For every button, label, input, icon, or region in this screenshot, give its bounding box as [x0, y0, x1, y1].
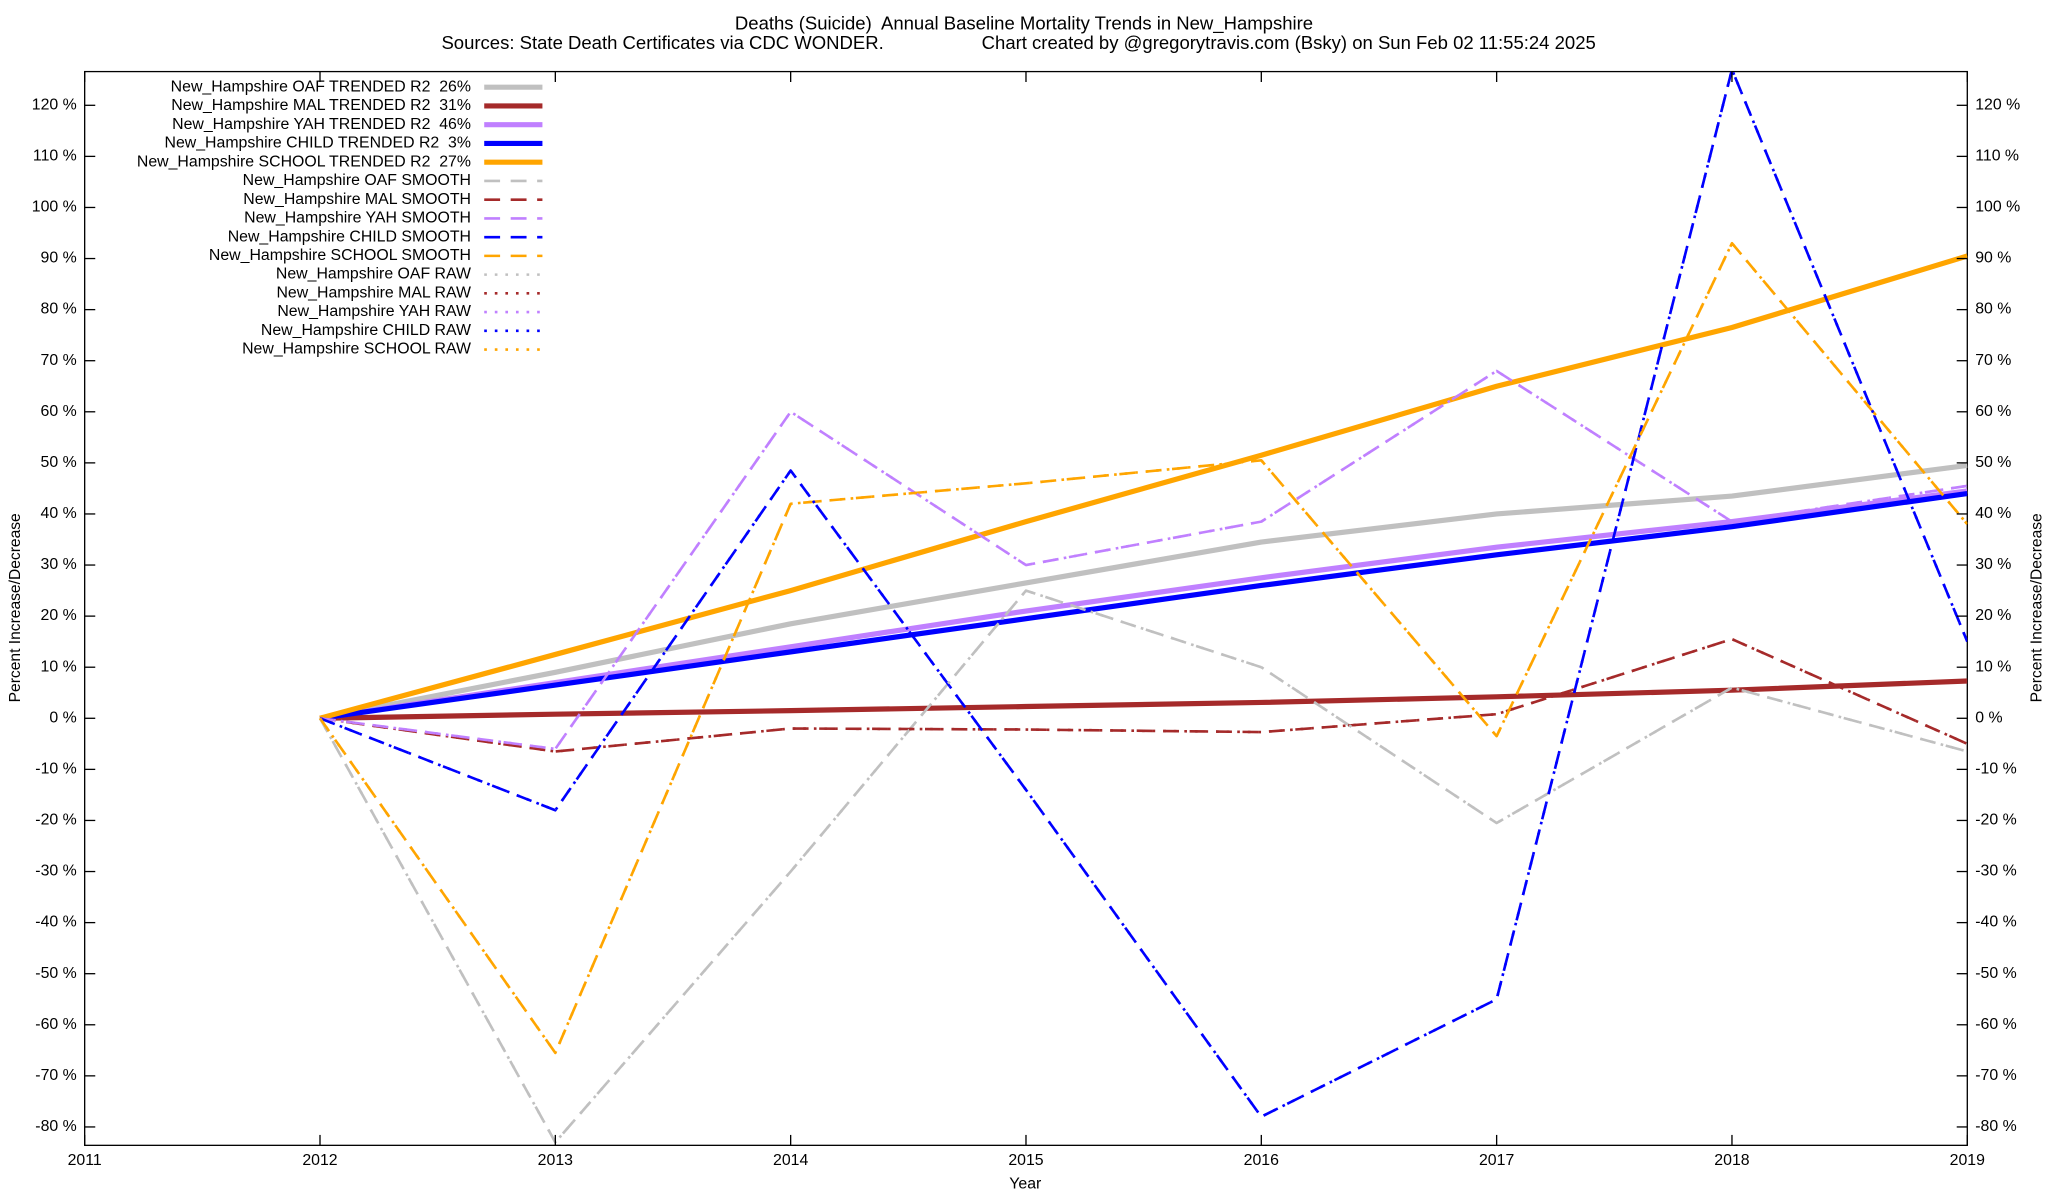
y-tick-label: 90 %	[41, 250, 77, 267]
series-line	[318, 589, 1968, 1144]
y-tick-label: -60 %	[35, 1016, 76, 1033]
y2-tick-label: -60 %	[1975, 1016, 2016, 1033]
y2-tick-label: 0 %	[1975, 710, 2002, 727]
y2-tick-label: 30 %	[1975, 556, 2011, 573]
y-tick-label: 50 %	[41, 454, 77, 471]
y-tick-label: 0 %	[49, 710, 76, 727]
y2-tick-label: -50 %	[1975, 965, 2016, 982]
legend-label: New_Hampshire SCHOOL SMOOTH	[209, 247, 471, 264]
series-line	[319, 637, 1968, 753]
y2-tick-label: -80 %	[1975, 1118, 2016, 1135]
y-tick-label: -80 %	[35, 1118, 76, 1135]
y2-tick-label: 110 %	[1975, 148, 2019, 165]
series-line	[318, 589, 1968, 1144]
y-tick-label: -50 %	[35, 965, 76, 982]
y-tick-label: -70 %	[35, 1067, 76, 1084]
legend-label: New_Hampshire CHILD RAW	[261, 322, 471, 339]
y2-tick-label: -30 %	[1975, 863, 2016, 880]
y-tick-label: 80 %	[41, 301, 77, 318]
legend-label: New_Hampshire OAF RAW	[276, 266, 471, 283]
series-line	[319, 369, 1968, 751]
legend-label: New_Hampshire OAF TRENDED R2 26%	[171, 78, 471, 95]
legend-label: New_Hampshire YAH TRENDED R2 46%	[172, 116, 471, 133]
y-tick-label: -10 %	[35, 761, 76, 778]
y2-axis-label: Percent Increase/Decrease	[2029, 513, 2046, 702]
y2-tick-label: 60 %	[1975, 403, 2011, 420]
y2-tick-label: 20 %	[1975, 607, 2011, 624]
chart-title: Deaths (Suicide) Annual Baseline Mortali…	[735, 13, 1313, 35]
legend-label: New_Hampshire OAF SMOOTH	[243, 172, 471, 189]
y2-tick-label: 80 %	[1975, 301, 2011, 318]
x-tick-label: 2014	[773, 1152, 809, 1169]
legend-label: New_Hampshire SCHOOL RAW	[242, 341, 471, 358]
y2-tick-label: 40 %	[1975, 505, 2011, 522]
x-tick-label: 2011	[68, 1152, 102, 1169]
y2-tick-label: 90 %	[1975, 250, 2011, 267]
series-line	[319, 253, 1968, 721]
series-line	[319, 490, 1968, 721]
y2-tick-label: -20 %	[1975, 812, 2016, 829]
y-tick-label: 10 %	[41, 658, 77, 675]
y-tick-label: 60 %	[41, 403, 77, 420]
x-axis-label: Year	[1009, 1176, 1041, 1193]
series-line	[319, 462, 1968, 721]
legend-label: New_Hampshire MAL SMOOTH	[243, 191, 471, 208]
y2-tick-label: 70 %	[1975, 352, 2011, 369]
legend-label: New_Hampshire MAL TRENDED R2 31%	[171, 97, 471, 114]
y2-tick-label: -70 %	[1975, 1067, 2016, 1084]
y2-tick-label: 10 %	[1975, 658, 2011, 675]
x-tick-label: 2019	[1950, 1152, 1985, 1169]
y2-tick-label: -10 %	[1975, 761, 2016, 778]
x-tick-label: 2015	[1008, 1152, 1044, 1169]
y-tick-label: 70 %	[41, 352, 77, 369]
chart-source: Sources: State Death Certificates via CD…	[441, 32, 883, 53]
legend-label: New_Hampshire YAH RAW	[277, 303, 471, 320]
series-line	[319, 71, 1968, 1119]
legend-label: New_Hampshire CHILD TRENDED R2 3%	[165, 135, 471, 152]
y2-tick-label: 100 %	[1975, 199, 2020, 216]
y2-tick-label: -40 %	[1975, 914, 2016, 931]
x-tick-label: 2018	[1714, 1152, 1750, 1169]
series-line	[318, 241, 1968, 1055]
y-tick-label: -20 %	[35, 812, 76, 829]
series-line	[318, 241, 1968, 1055]
y-tick-label: 40 %	[41, 505, 77, 522]
y-tick-label: 20 %	[41, 607, 77, 624]
x-tick-label: 2017	[1479, 1152, 1514, 1169]
x-tick-label: 2012	[302, 1152, 337, 1169]
y-tick-label: -30 %	[35, 863, 76, 880]
plot-area	[318, 71, 1968, 1144]
series-line	[319, 488, 1968, 721]
legend-label: New_Hampshire MAL RAW	[276, 285, 471, 302]
y2-tick-label: 50 %	[1975, 454, 2011, 471]
y-tick-label: -40 %	[35, 914, 76, 931]
x-tick-label: 2013	[538, 1152, 574, 1169]
legend-label: New_Hampshire CHILD SMOOTH	[228, 228, 471, 245]
x-tick-label: 2016	[1244, 1152, 1280, 1169]
legend-label: New_Hampshire YAH SMOOTH	[244, 210, 471, 227]
chart-credit: Chart created by @gregorytravis.com (Bsk…	[982, 32, 1596, 53]
y-tick-label: 120 %	[32, 97, 77, 114]
y2-tick-label: 120 %	[1975, 97, 2020, 114]
series-line	[319, 678, 1968, 721]
y-tick-label: 100 %	[32, 199, 77, 216]
y-tick-label: 110 %	[33, 148, 77, 165]
y-tick-label: 30 %	[41, 556, 77, 573]
legend-label: New_Hampshire SCHOOL TRENDED R2 27%	[137, 153, 471, 170]
y-axis-label: Percent Increase/Decrease	[7, 513, 24, 702]
